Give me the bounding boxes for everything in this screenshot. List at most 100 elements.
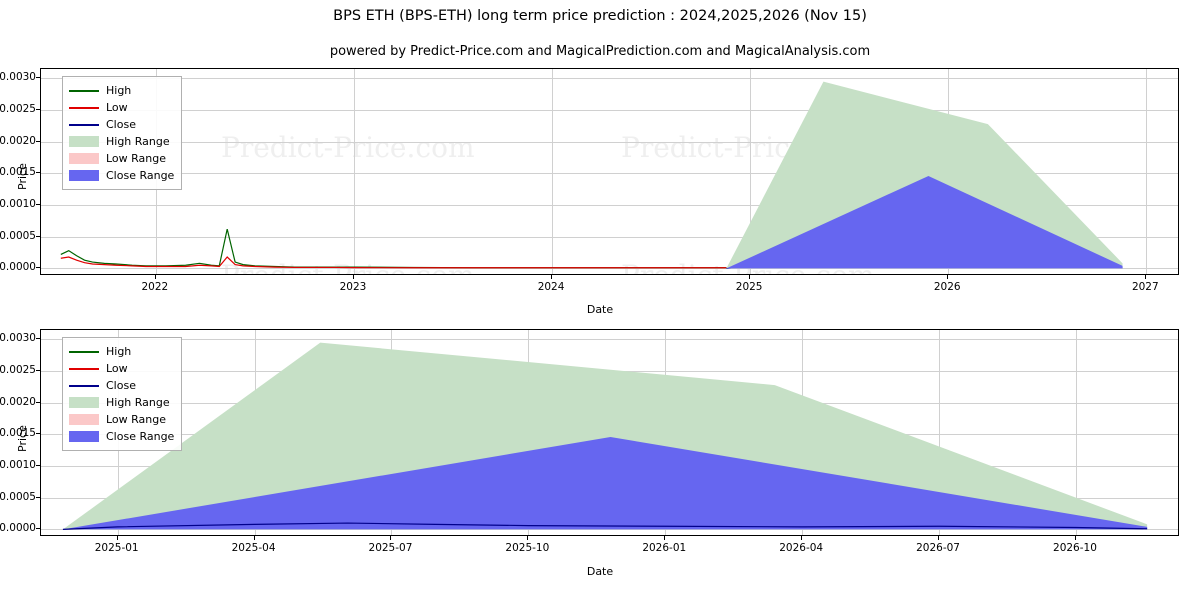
legend-label: High: [106, 84, 132, 97]
x-tick-mark: [551, 275, 553, 279]
gridline-horizontal: [41, 237, 1178, 238]
legend-item: Close Range: [69, 428, 174, 445]
x-tick-label: 2026-04: [779, 542, 824, 554]
legend-label: Low: [106, 101, 128, 114]
bottom-x-axis-label: Date: [586, 565, 614, 578]
gridline-horizontal: [41, 110, 1178, 111]
y-tick-label: 0.0025: [0, 103, 36, 116]
series-band-close-range: [62, 436, 1148, 530]
y-tick-mark: [36, 401, 40, 403]
y-tick-mark: [36, 465, 40, 467]
legend-swatch-low: [69, 102, 99, 113]
legend-label: Low Range: [106, 152, 167, 165]
x-tick-label: 2025-04: [231, 542, 276, 554]
legend-item: High Range: [69, 394, 174, 411]
y-tick-label: 0.0025: [0, 364, 36, 377]
y-tick-mark: [36, 338, 40, 340]
legend-item: High: [69, 82, 174, 99]
x-tick-label: 2026-07: [916, 542, 960, 554]
page-title: BPS ETH (BPS-ETH) long term price predic…: [333, 8, 867, 24]
legend-label: High Range: [106, 135, 170, 148]
y-tick-label: 0.0015: [0, 427, 36, 440]
x-tick-label: 2026-10: [1053, 542, 1097, 554]
legend-swatch-high-range: [69, 136, 99, 147]
x-tick-mark: [1074, 536, 1076, 540]
y-tick-label: 0.0000: [0, 261, 36, 274]
x-tick-label: 2025-10: [505, 542, 550, 554]
legend-swatch-close: [69, 380, 99, 391]
y-tick-label: 0.0010: [0, 198, 36, 211]
legend-item: High: [69, 343, 174, 360]
legend-swatch-low-range: [69, 153, 99, 164]
gridline-horizontal: [41, 529, 1178, 530]
series-line-high: [60, 229, 727, 269]
x-tick-mark: [253, 536, 255, 540]
y-tick-mark: [36, 235, 40, 237]
x-tick-mark: [527, 536, 529, 540]
legend-label: Low: [106, 362, 128, 375]
y-tick-mark: [36, 109, 40, 111]
legend-item: Close Range: [69, 167, 174, 184]
y-tick-mark: [36, 140, 40, 142]
y-tick-label: 0.0030: [0, 71, 36, 84]
y-tick-label: 0.0010: [0, 459, 36, 472]
bottom-legend: High Low Close High Range Low Range Close Ran…: [62, 337, 183, 451]
legend-item: Low: [69, 360, 174, 377]
x-tick-mark: [749, 275, 751, 279]
legend-label: High: [106, 345, 132, 358]
bottom-data-layer: [62, 342, 1148, 531]
legend-item: Low: [69, 99, 174, 116]
legend-item: Low Range: [69, 150, 174, 167]
legend-label: Close: [106, 118, 136, 131]
legend-swatch-high: [69, 346, 99, 357]
legend-item: Close: [69, 377, 174, 394]
gridline-horizontal: [41, 78, 1178, 79]
y-tick-mark: [36, 77, 40, 79]
gridline-vertical: [354, 69, 355, 274]
x-tick-label: 2027: [1131, 281, 1159, 293]
x-tick-mark: [1145, 275, 1147, 279]
y-tick-label: 0.0005: [0, 229, 36, 242]
x-tick-label: 2024: [537, 281, 565, 293]
x-tick-label: 2026: [933, 281, 961, 293]
legend-item: High Range: [69, 133, 174, 150]
y-tick-mark: [36, 433, 40, 435]
x-tick-mark: [938, 536, 940, 540]
legend-label: High Range: [106, 396, 170, 409]
x-tick-label: 2023: [339, 281, 367, 293]
y-tick-label: 0.0020: [0, 395, 36, 408]
y-tick-mark: [36, 528, 40, 530]
gridline-horizontal: [41, 268, 1178, 269]
series-band-close-range: [726, 175, 1123, 269]
page-subtitle: powered by Predict-Price.com and Magical…: [329, 44, 871, 59]
y-tick-mark: [36, 496, 40, 498]
x-tick-label: 2025: [735, 281, 763, 293]
x-tick-label: 2022: [141, 281, 169, 293]
y-tick-mark: [36, 172, 40, 174]
y-tick-mark: [36, 204, 40, 206]
legend-label: Close: [106, 379, 136, 392]
top-x-axis-label: Date: [586, 303, 614, 316]
legend-swatch-high: [69, 85, 99, 96]
legend-swatch-high-range: [69, 397, 99, 408]
legend-label: Close Range: [106, 430, 175, 443]
legend-item: Low Range: [69, 411, 174, 428]
legend-item: Close: [69, 116, 174, 133]
gridline-vertical: [750, 69, 751, 274]
x-tick-label: 2025-07: [368, 542, 413, 554]
gridline-vertical: [552, 69, 553, 274]
legend-swatch-close-range: [69, 170, 99, 181]
legend-label: Low Range: [106, 413, 167, 426]
gridline-horizontal: [41, 339, 1178, 340]
gridline-horizontal: [41, 142, 1178, 143]
y-tick-label: 0.0005: [0, 490, 36, 503]
legend-label: Close Range: [106, 169, 175, 182]
x-tick-mark: [390, 536, 392, 540]
y-tick-label: 0.0020: [0, 134, 36, 147]
gridline-vertical: [1076, 330, 1077, 535]
top-plot-area: Predict-Price.comPredict-Price.comPredic…: [40, 68, 1179, 275]
legend-swatch-low-range: [69, 414, 99, 425]
x-tick-mark: [664, 536, 666, 540]
